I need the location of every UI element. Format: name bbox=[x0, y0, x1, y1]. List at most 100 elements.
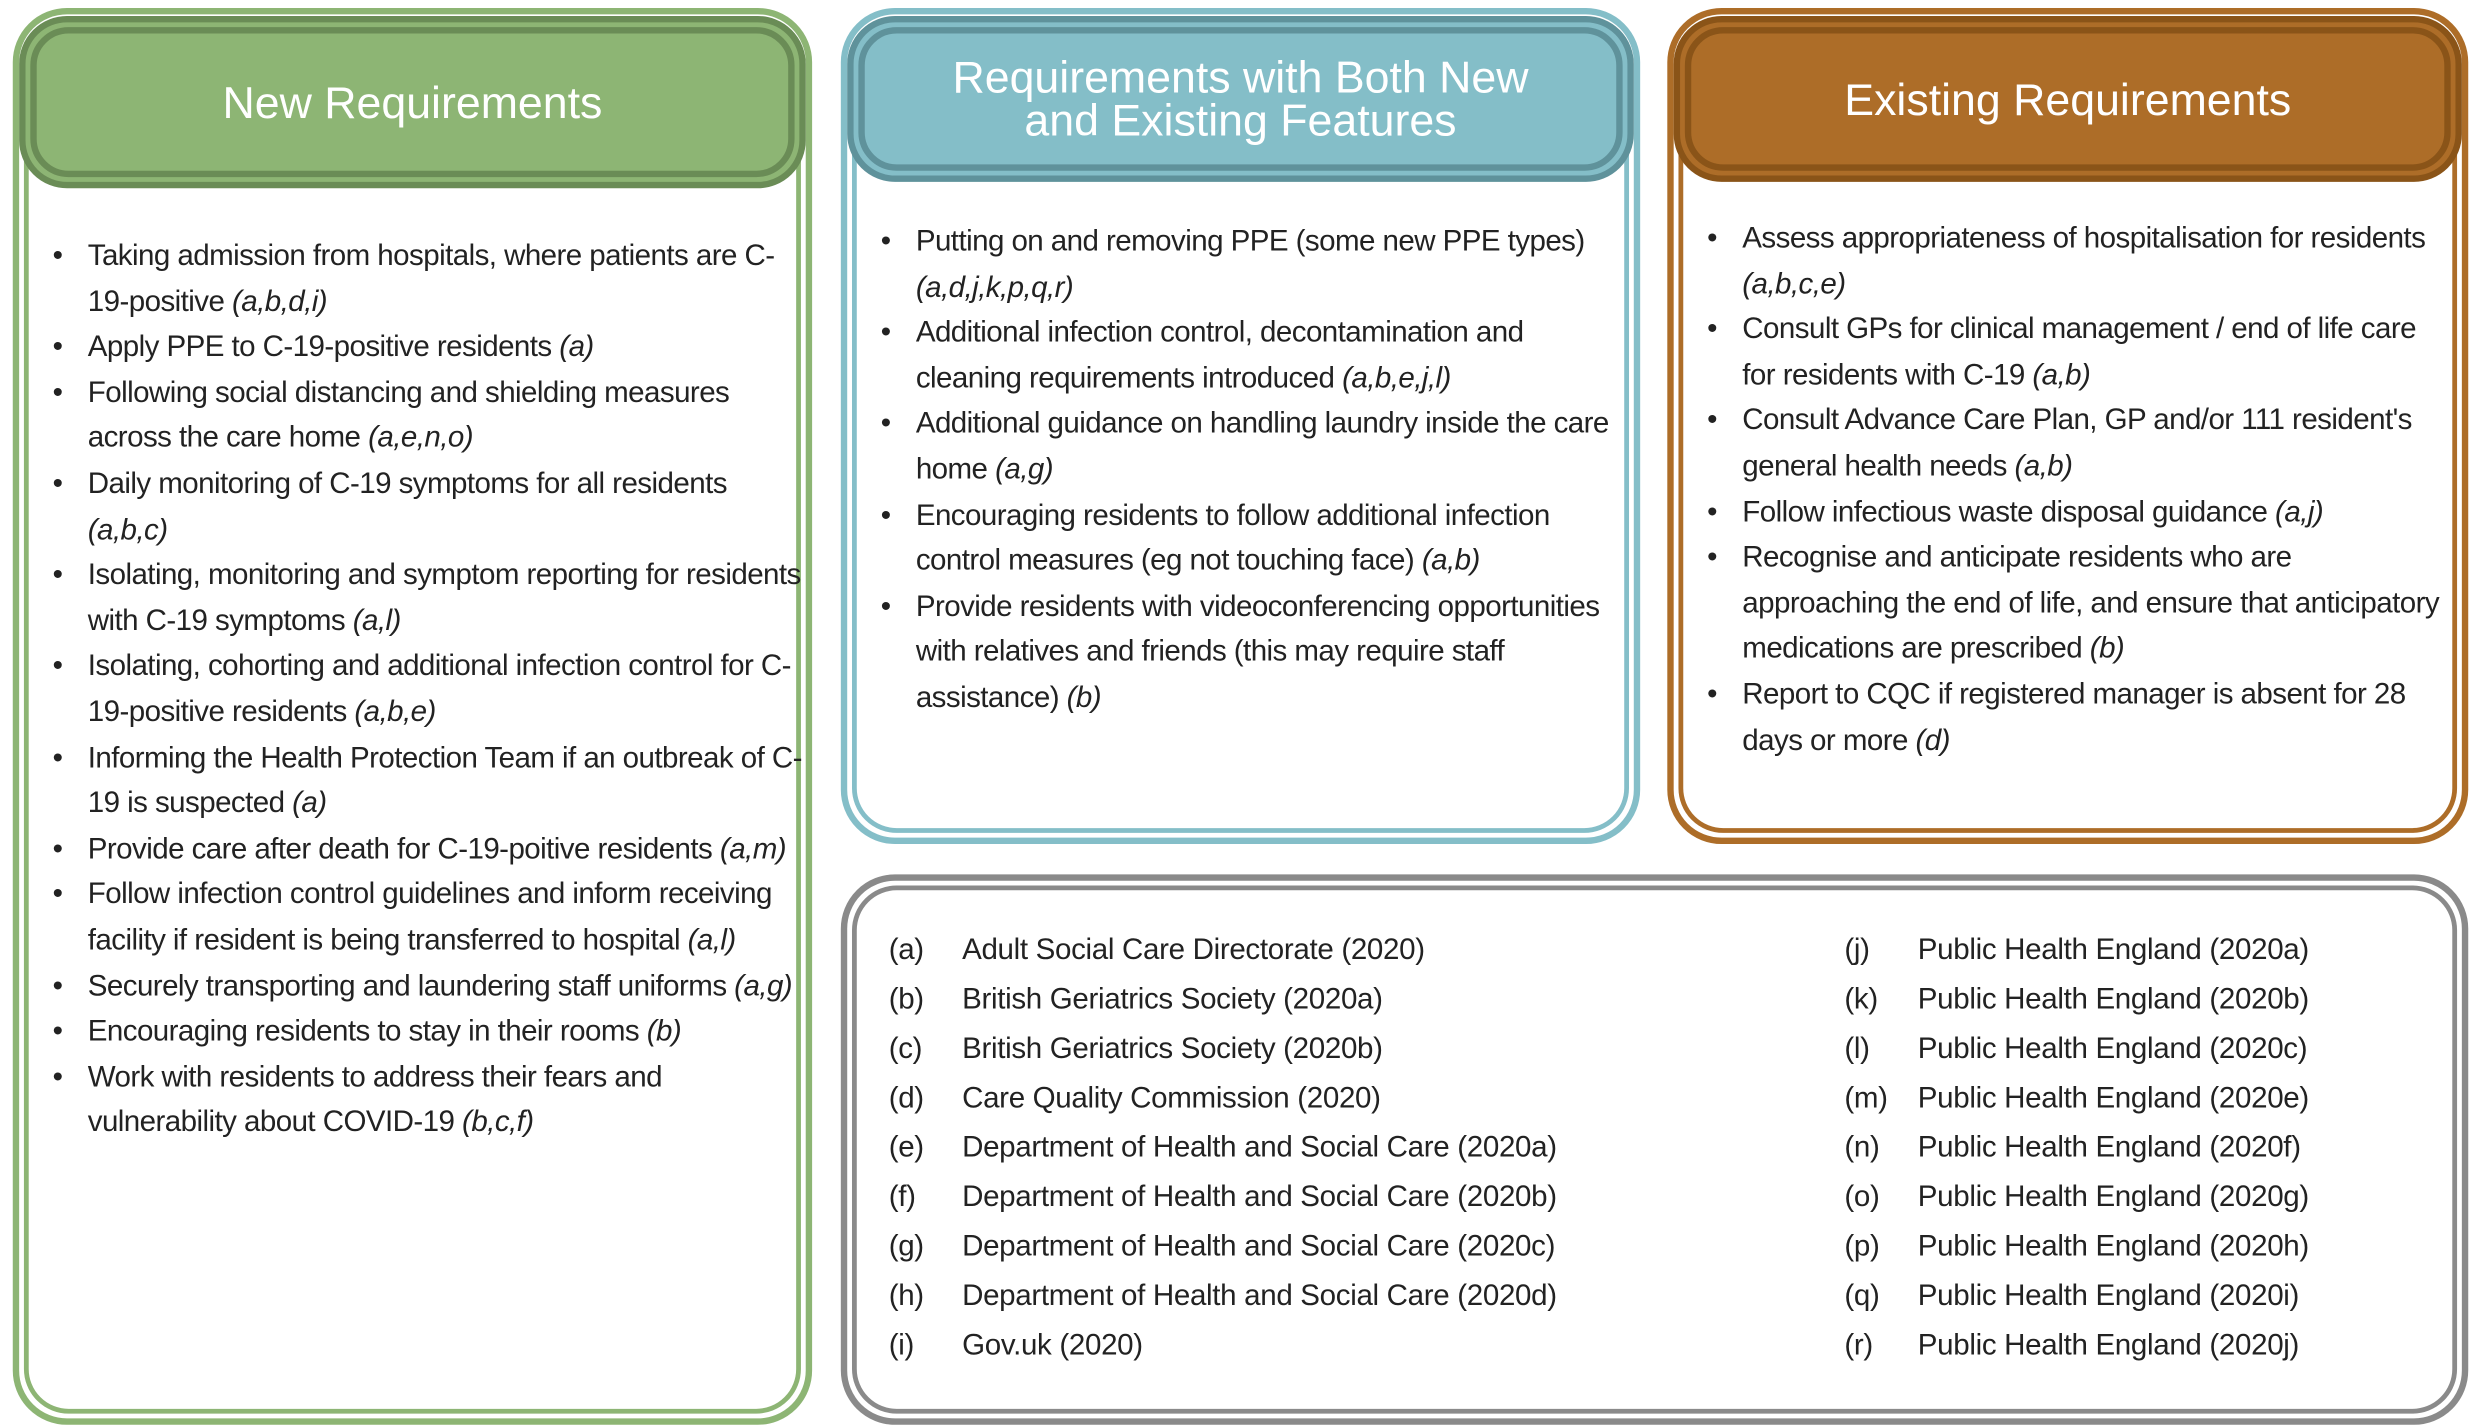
requirement-citation: (a,l) bbox=[352, 602, 402, 637]
requirement-text: Additional infection control, decontamin… bbox=[915, 314, 1524, 394]
requirement-text: Additional guidance on handling laundry … bbox=[915, 405, 1610, 485]
reference-entry: (g) Department of Health and Social Care … bbox=[889, 1221, 1557, 1270]
requirement-text: Report to CQC if registered manager is a… bbox=[1742, 676, 2406, 756]
requirement-item: Putting on and removing PPE (some new PP… bbox=[881, 219, 1618, 310]
existing-requirements-list: Assess appropriateness of hospitalisatio… bbox=[1707, 215, 2444, 796]
reference-key: (n) bbox=[1844, 1129, 1880, 1164]
requirement-citation: (b) bbox=[2089, 630, 2125, 665]
requirement-item: Follow infectious waste disposal guidanc… bbox=[1707, 489, 2444, 535]
reference-key: (j) bbox=[1844, 931, 1870, 966]
reference-entry: (b) British Geriatrics Society (2020a) bbox=[889, 973, 1557, 1022]
reference-key: (r) bbox=[1844, 1327, 1873, 1361]
requirement-item: Following social distancing and shieldin… bbox=[53, 370, 806, 461]
requirement-citation: (a,l) bbox=[687, 922, 737, 956]
requirement-item: Follow infection control guidelines and … bbox=[53, 872, 806, 963]
reference-key: (i) bbox=[888, 1327, 915, 1361]
reference-entry: (m) Public Health England (2020e) bbox=[1844, 1072, 2309, 1121]
reference-source: Department of Health and Social Care (20… bbox=[962, 1277, 1557, 1312]
requirement-item: Encouraging residents to follow addition… bbox=[881, 492, 1618, 583]
requirement-citation: (a) bbox=[292, 785, 327, 819]
references-left: (a) Adult Social Care Directorate (2020)(… bbox=[889, 924, 1557, 1369]
reference-entry: (d) Care Quality Commission (2020) bbox=[889, 1072, 1557, 1121]
requirement-text: Encouraging residents to stay in their r… bbox=[87, 1013, 640, 1047]
reference-key: (m) bbox=[1844, 1080, 1888, 1114]
header-title: New Requirements bbox=[222, 77, 603, 127]
reference-key: (p) bbox=[1844, 1228, 1880, 1263]
requirement-text: Informing the Health Protection Team if … bbox=[87, 739, 803, 819]
requirement-citation: (b,c,f) bbox=[462, 1104, 534, 1139]
reference-entry: (l) Public Health England (2020c) bbox=[1844, 1023, 2309, 1072]
requirement-citation: (a,b,e) bbox=[354, 693, 436, 728]
requirement-citation: (a,b) bbox=[1421, 542, 1480, 577]
both-requirements-list: Putting on and removing PPE (some new PP… bbox=[881, 219, 1618, 797]
requirement-text: Isolating, monitoring and symptom report… bbox=[87, 557, 802, 637]
requirement-text: Securely transporting and laundering sta… bbox=[87, 967, 727, 1002]
reference-key: (d) bbox=[888, 1080, 924, 1114]
requirement-citation: (a,b) bbox=[2032, 357, 2091, 391]
requirement-text: Putting on and removing PPE (some new PP… bbox=[915, 223, 1585, 257]
references-panel bbox=[840, 874, 2469, 1425]
requirement-citation: (b) bbox=[646, 1013, 682, 1047]
requirement-citation: (a,g) bbox=[734, 967, 793, 1002]
reference-entry: (h) Department of Health and Social Care … bbox=[889, 1270, 1557, 1319]
new-requirements-header: New Requirements bbox=[19, 15, 806, 189]
requirement-item: Report to CQC if registered manager is a… bbox=[1707, 672, 2444, 763]
requirement-item: Securely transporting and laundering sta… bbox=[53, 963, 806, 1009]
references-right: (j) Public Health England (2020a) (k) Publi… bbox=[1844, 924, 2309, 1369]
requirement-item: Isolating, monitoring and symptom report… bbox=[53, 552, 806, 643]
reference-key: (c) bbox=[888, 1030, 923, 1065]
header-title-line1: Requirements with Both New bbox=[952, 52, 1529, 103]
reference-source: Public Health England (2020f) bbox=[1917, 1129, 2301, 1164]
reference-key: (a) bbox=[888, 931, 924, 966]
requirement-item: Provide residents with videoconferencing… bbox=[881, 584, 1618, 721]
requirement-item: Additional guidance on handling laundry … bbox=[881, 401, 1618, 492]
reference-entry: (j) Public Health England (2020a) bbox=[1844, 924, 2309, 973]
reference-source: Public Health England (2020b) bbox=[1917, 981, 2309, 1015]
requirement-text: Consult Advance Care Plan, GP and/or 111… bbox=[1742, 402, 2412, 482]
reference-source: Public Health England (2020h) bbox=[1917, 1228, 2309, 1263]
requirement-text: Provide care after death for C-19-poitiv… bbox=[87, 830, 713, 865]
reference-source: Public Health England (2020i) bbox=[1917, 1277, 2300, 1312]
reference-entry: (c) British Geriatrics Society (2020b) bbox=[889, 1023, 1557, 1072]
reference-source: Care Quality Commission (2020) bbox=[962, 1080, 1381, 1114]
requirement-citation: (a,b,d,i) bbox=[232, 283, 328, 317]
reference-entry: (o) Public Health England (2020g) bbox=[1844, 1171, 2309, 1220]
requirement-citation: (a,e,n,o) bbox=[368, 420, 473, 454]
requirement-text: Work with residents to address their fea… bbox=[87, 1058, 663, 1139]
reference-source: Department of Health and Social Care (20… bbox=[962, 1179, 1557, 1213]
reference-key: (f) bbox=[888, 1179, 916, 1213]
existing-requirements-header: Existing Requirements bbox=[1673, 15, 2462, 182]
requirement-citation: (a,b) bbox=[2014, 448, 2073, 482]
requirement-text: Daily monitoring of C-19 symptoms for al… bbox=[87, 465, 728, 500]
reference-source: Gov.uk (2020) bbox=[962, 1327, 1143, 1361]
requirement-citation: (a,b,c) bbox=[87, 511, 168, 545]
requirement-text: Apply PPE to C-19-positive residents bbox=[87, 328, 552, 363]
header-title: Requirements with Both New and Existing F… bbox=[952, 52, 1529, 143]
requirement-text: Recognise and anticipate residents who a… bbox=[1742, 539, 2440, 665]
requirement-item: Apply PPE to C-19-positive residents (a) bbox=[53, 324, 806, 370]
requirement-item: Assess appropriateness of hospitalisatio… bbox=[1707, 215, 2444, 306]
requirement-citation: (a,d,j,k,p,q,r) bbox=[915, 268, 1074, 303]
reference-key: (o) bbox=[1844, 1179, 1880, 1213]
reference-source: British Geriatrics Society (2020b) bbox=[962, 1030, 1383, 1065]
reference-key: (l) bbox=[1844, 1030, 1870, 1065]
requirement-item: Work with residents to address their fea… bbox=[53, 1054, 806, 1145]
reference-entry: (p) Public Health England (2020h) bbox=[1844, 1221, 2309, 1270]
requirement-text: Consult GPs for clinical management / en… bbox=[1742, 311, 2416, 391]
reference-entry: (q) Public Health England (2020i) bbox=[1844, 1270, 2309, 1319]
reference-entry: (i) Gov.uk (2020) bbox=[889, 1319, 1557, 1368]
reference-key: (q) bbox=[1844, 1277, 1880, 1312]
reference-key: (g) bbox=[888, 1228, 924, 1263]
requirement-item: Taking admission from hospitals, where p… bbox=[53, 233, 806, 324]
requirement-item: Provide care after death for C-19-poitiv… bbox=[53, 826, 806, 872]
requirement-citation: (d) bbox=[1915, 722, 1950, 756]
reference-source: British Geriatrics Society (2020a) bbox=[962, 981, 1383, 1015]
requirement-item: Consult Advance Care Plan, GP and/or 111… bbox=[1707, 398, 2444, 489]
requirement-citation: (a,j) bbox=[2275, 493, 2324, 528]
reference-source: Department of Health and Social Care (20… bbox=[962, 1129, 1557, 1164]
reference-source: Department of Health and Social Care (20… bbox=[962, 1228, 1556, 1263]
reference-key: (h) bbox=[888, 1277, 924, 1312]
requirement-citation: (a,m) bbox=[719, 830, 787, 865]
requirement-citation: (a,b,c,e) bbox=[1742, 265, 1846, 300]
